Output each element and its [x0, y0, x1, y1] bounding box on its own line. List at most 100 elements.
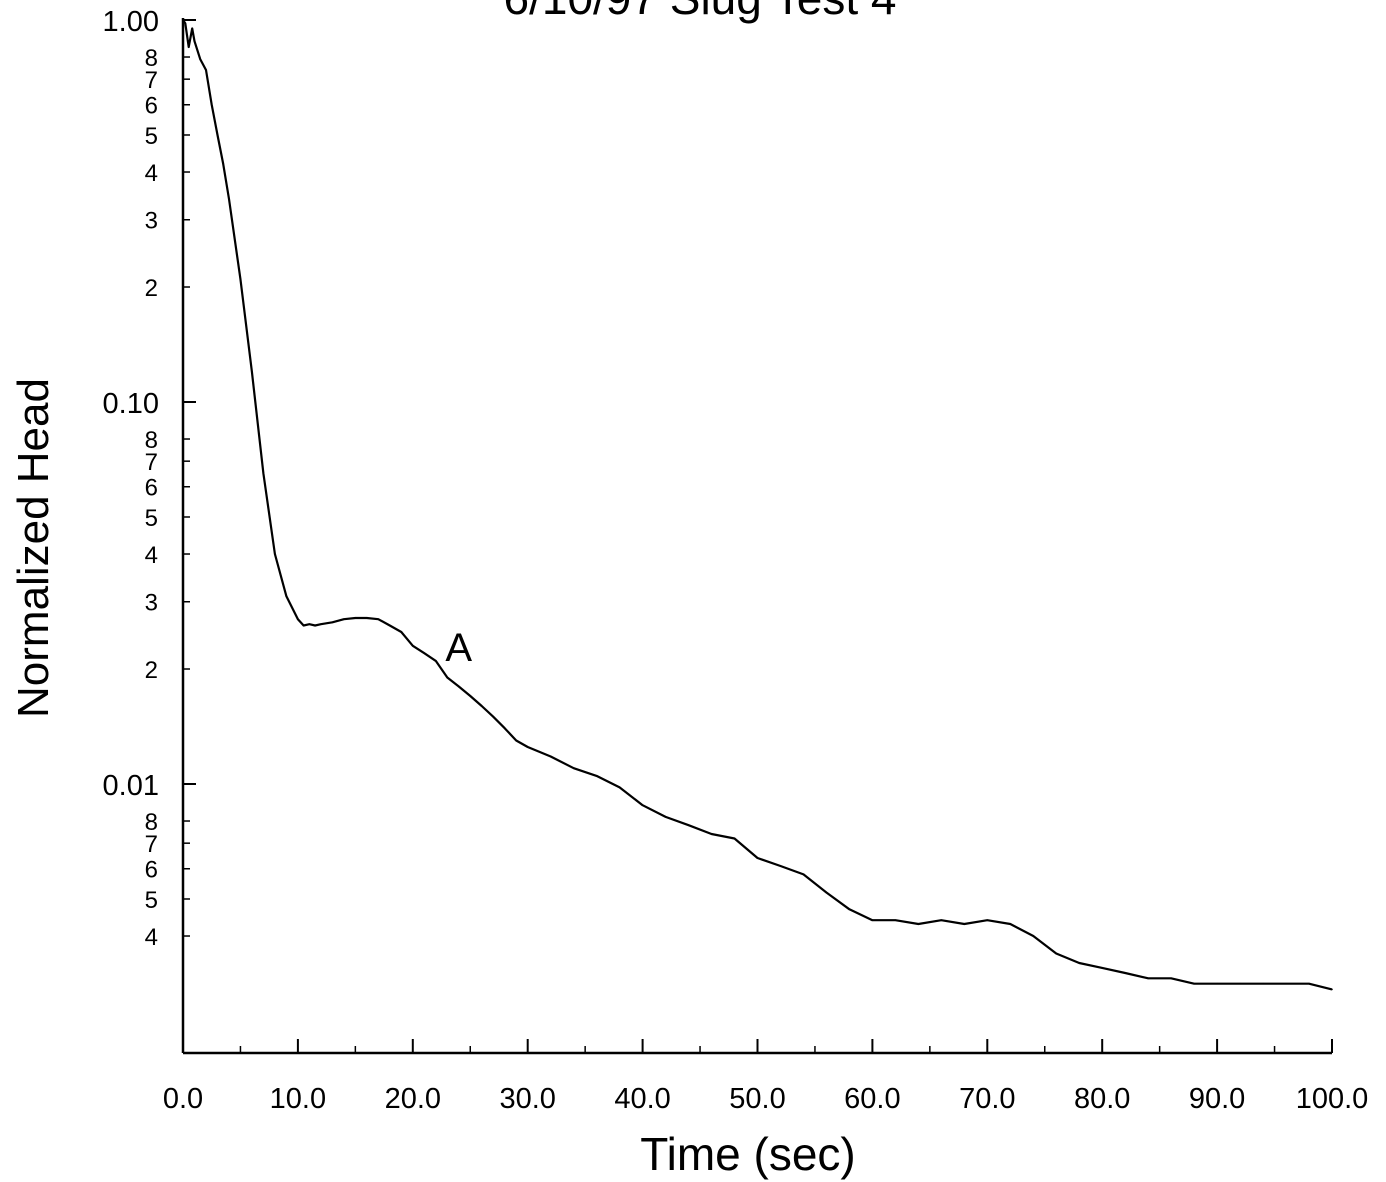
data-point [802, 873, 805, 876]
data-point [1239, 982, 1241, 985]
x-tick-label: 100.0 [1296, 1083, 1369, 1115]
data-point [825, 891, 828, 894]
data-point [308, 623, 311, 625]
data-point [314, 624, 316, 627]
data-point [199, 58, 201, 60]
data-point [205, 69, 207, 71]
y-minor-label: 8 [145, 809, 158, 836]
y-minor-label: 6 [145, 475, 158, 502]
data-point [331, 621, 334, 624]
x-tick-label: 90.0 [1189, 1083, 1245, 1115]
x-tick-label: 80.0 [1074, 1083, 1130, 1115]
y-major-label: 1.00 [103, 6, 159, 38]
data-point [687, 824, 690, 826]
chart-axes [181, 18, 1332, 1055]
y-major-label: 0.10 [103, 388, 159, 420]
data-point [1216, 982, 1218, 985]
data-point [262, 472, 265, 475]
y-axis-title: Normalized Head [9, 378, 58, 718]
data-point [400, 631, 403, 633]
y-minor-label: 3 [145, 590, 158, 617]
chart-ticks: 0.0 10.0 20.0 30.0 40.0 50.0 60.0 70.0 80.0 90.0 1… [103, 6, 1369, 1115]
data-point [285, 595, 288, 598]
data-point [848, 908, 851, 911]
data-point [1193, 982, 1195, 985]
annotation-label: A [445, 626, 472, 670]
y-minor-label: 4 [145, 924, 158, 951]
data-point [458, 685, 460, 688]
data-point [274, 553, 276, 555]
x-tick-label: 30.0 [499, 1083, 555, 1115]
y-minor-label: 3 [145, 208, 158, 235]
data-point [963, 923, 966, 925]
y-minor-label: 4 [145, 542, 158, 569]
data-point [515, 739, 517, 742]
y-minor-label: 2 [145, 657, 158, 684]
data-point [216, 134, 219, 136]
y-minor-label: 5 [145, 505, 158, 532]
data-point [986, 919, 989, 921]
data-point [1055, 952, 1057, 955]
data-point [354, 617, 357, 619]
data-point [618, 786, 621, 789]
chart-annotations: A [445, 626, 472, 670]
data-point [1032, 935, 1035, 937]
y-minor-label: 8 [145, 427, 158, 454]
data-point [239, 278, 242, 280]
x-tick-label: 50.0 [729, 1083, 785, 1115]
data-point [1101, 967, 1103, 969]
data-point [1285, 982, 1287, 985]
data-point [191, 27, 193, 30]
y-minor-label: 5 [145, 887, 158, 914]
data-point [641, 804, 644, 806]
data-point [446, 676, 449, 679]
y-minor-label: 7 [145, 449, 158, 476]
data-point [187, 46, 190, 48]
data-point [1147, 977, 1149, 980]
data-point [1262, 982, 1264, 985]
data-point [1009, 923, 1012, 925]
y-minor-label: 7 [145, 67, 158, 94]
data-point [1331, 988, 1333, 991]
data-point [222, 163, 224, 165]
y-major-label: 0.01 [103, 770, 159, 802]
series-line [182, 19, 1333, 991]
data-point [549, 755, 552, 758]
y-minor-label: 5 [145, 123, 158, 150]
data-point [733, 837, 736, 840]
x-tick-label: 40.0 [614, 1083, 670, 1115]
y-minor-label: 7 [145, 831, 158, 858]
data-point [1124, 972, 1126, 974]
y-minor-label: 2 [145, 275, 158, 302]
data-point [664, 816, 667, 818]
data-point [526, 746, 529, 748]
x-axis-title: Time (sec) [640, 1128, 856, 1180]
y-minor-label: 6 [145, 93, 158, 120]
chart-title: 6/10/97 Slug Test 4 [504, 0, 897, 24]
data-point [184, 22, 187, 25]
data-point [595, 775, 598, 777]
data-point [492, 715, 495, 718]
data-point [343, 618, 345, 620]
data-point [469, 695, 472, 697]
x-tick-label: 60.0 [844, 1083, 900, 1115]
x-tick-label: 10.0 [270, 1083, 326, 1115]
data-point [1170, 977, 1172, 980]
data-point [320, 623, 322, 625]
data-point [572, 767, 575, 769]
data-point [756, 857, 759, 859]
chart-series [182, 19, 1333, 991]
data-point [210, 103, 213, 106]
data-point [389, 624, 391, 627]
x-tick-label: 70.0 [959, 1083, 1015, 1115]
data-point [917, 923, 920, 925]
data-point [503, 727, 506, 729]
y-minor-label: 6 [145, 857, 158, 884]
data-point [894, 919, 897, 921]
data-point [1308, 982, 1310, 985]
data-point [480, 705, 483, 707]
data-point [228, 198, 230, 200]
x-tick-label: 20.0 [385, 1083, 441, 1115]
data-point [1078, 962, 1080, 964]
